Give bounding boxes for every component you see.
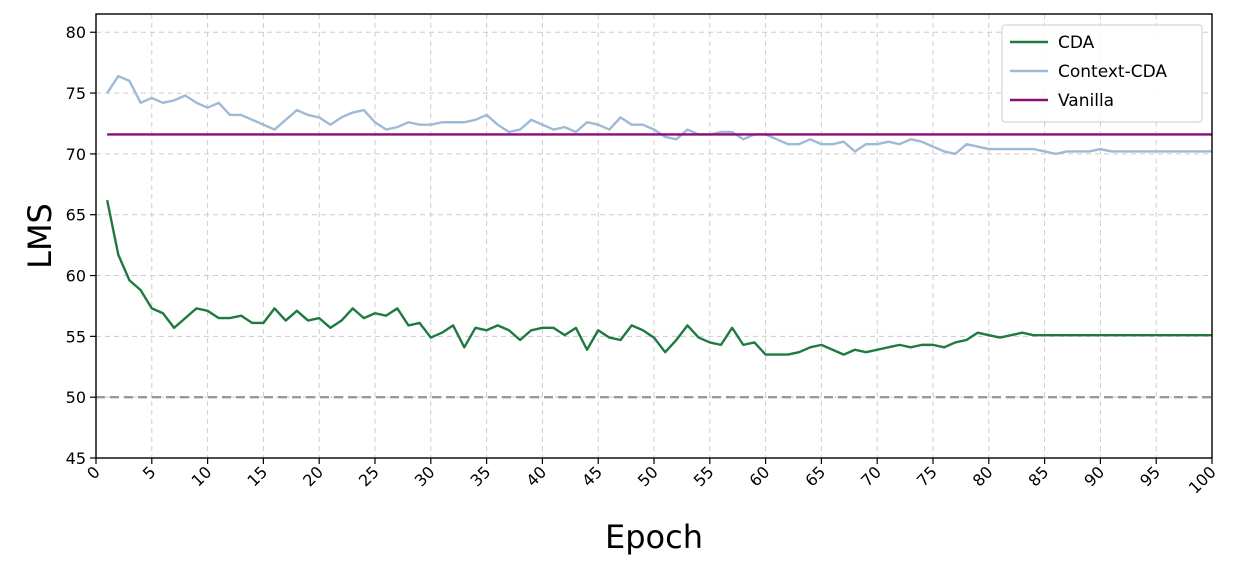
y-tick-label: 60 (66, 267, 86, 286)
legend-box (1001, 24, 1203, 123)
legend-label-context-cda: Context-CDA (1058, 62, 1167, 82)
x-tick-label: 50 (634, 462, 662, 490)
y-axis-label: LMS (21, 203, 59, 269)
x-tick-label: 65 (801, 462, 829, 490)
legend-label-cda: CDA (1058, 33, 1095, 53)
x-tick-label: 55 (690, 462, 718, 490)
y-tick-label: 80 (66, 23, 86, 42)
legend-label-vanilla: Vanilla (1058, 91, 1114, 111)
y-tick-label: 45 (66, 449, 86, 468)
x-tick-label: 75 (913, 462, 941, 490)
series-layer (105, 74, 1212, 356)
x-tick-label: 0 (83, 462, 104, 483)
x-tick-label: 100 (1185, 462, 1220, 497)
x-axis-label: Epoch (605, 518, 703, 556)
x-tick-label: 20 (299, 462, 327, 490)
x-tick-label: 60 (746, 462, 774, 490)
y-tick-label: 70 (66, 145, 86, 164)
x-tick-label: 85 (1025, 462, 1053, 490)
x-tick-label: 30 (411, 462, 439, 490)
series-line-cda (105, 199, 1212, 356)
x-tick-label: 15 (243, 462, 271, 490)
x-tick-label: 10 (188, 462, 216, 490)
x-tick-label: 5 (139, 462, 160, 483)
x-tick-label: 40 (522, 462, 550, 490)
x-tick-label: 45 (578, 462, 606, 490)
x-axis-ticks: 0 5 10 15 20 25 30 35 40 45 50 55 60 65 70 75 80 85 90 95 10… (83, 458, 1220, 497)
x-tick-label: 95 (1136, 462, 1164, 490)
x-tick-label: 90 (1080, 462, 1108, 490)
y-axis-ticks: 45 50 55 60 65 70 75 80 (66, 23, 96, 468)
x-tick-label: 25 (355, 462, 383, 490)
y-tick-label: 50 (66, 388, 86, 407)
x-tick-label: 80 (969, 462, 997, 490)
x-tick-label: 70 (857, 462, 885, 490)
y-tick-label: 75 (66, 84, 86, 103)
legend: CDA Context-CDA Vanilla (1001, 24, 1203, 123)
y-tick-label: 65 (66, 206, 86, 225)
y-tick-label: 55 (66, 327, 86, 346)
series-line-context-cda (106, 74, 1212, 156)
legend-items: CDA Context-CDA Vanilla (1010, 33, 1167, 111)
x-tick-label: 35 (467, 462, 495, 490)
